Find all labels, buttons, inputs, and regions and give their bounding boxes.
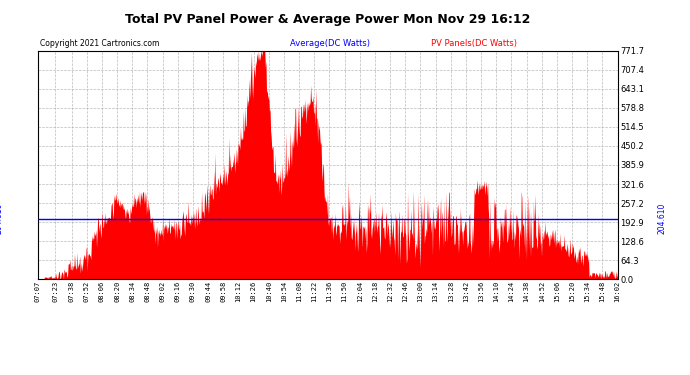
Text: Total PV Panel Power & Average Power Mon Nov 29 16:12: Total PV Panel Power & Average Power Mon… <box>125 13 531 26</box>
Text: 204.610: 204.610 <box>658 203 667 234</box>
Text: Average(DC Watts): Average(DC Watts) <box>290 39 370 48</box>
Text: PV Panels(DC Watts): PV Panels(DC Watts) <box>431 39 518 48</box>
Text: Copyright 2021 Cartronics.com: Copyright 2021 Cartronics.com <box>40 39 159 48</box>
Text: 204.610: 204.610 <box>0 203 3 234</box>
